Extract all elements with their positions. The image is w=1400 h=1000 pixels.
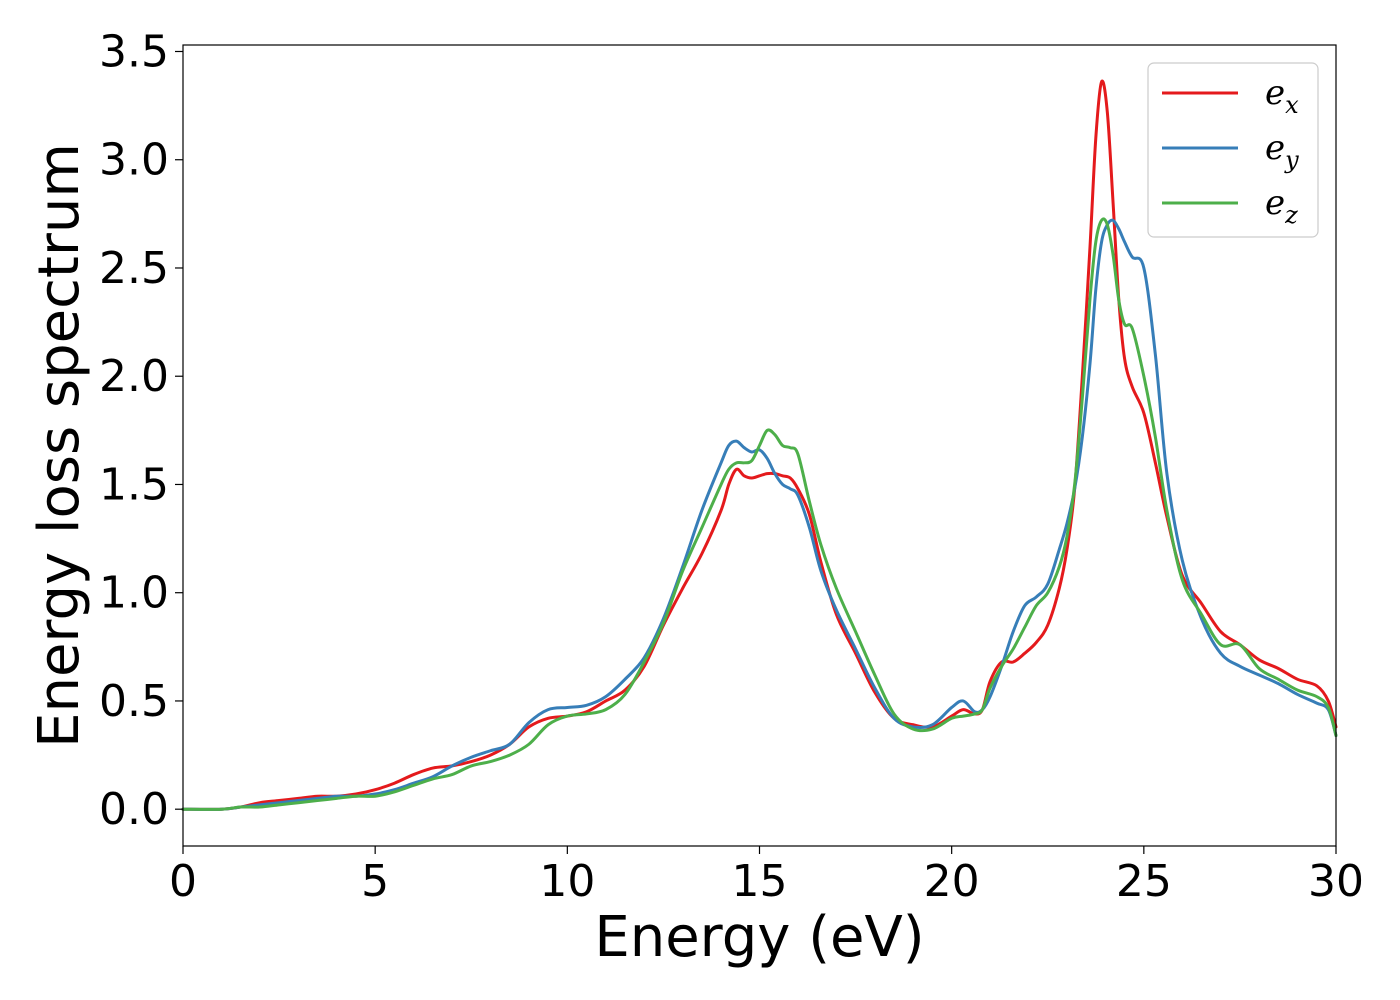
y-tick-label: 1.0	[99, 568, 169, 619]
series-layer	[181, 79, 1338, 811]
y-tick-label: 3.5	[99, 26, 169, 77]
x-tick-label: 25	[1116, 856, 1172, 907]
x-tick-label: 5	[361, 856, 389, 907]
y-tick-label: 3.0	[99, 135, 169, 186]
y-tick-label: 1.5	[99, 459, 169, 510]
x-axis: 0 5 10 15 20 25 30	[169, 846, 1364, 907]
y-tick-label: 2.5	[99, 243, 169, 294]
y-tick-label: 0.0	[99, 784, 169, 835]
y-axis-title: Energy loss spectrum	[27, 143, 92, 748]
y-tick-label: 2.0	[99, 351, 169, 402]
x-axis-title: Energy (eV)	[594, 905, 924, 970]
series-line-z	[181, 217, 1338, 811]
x-tick-label: 30	[1308, 856, 1364, 907]
series-line-x	[181, 79, 1338, 811]
series-line-y	[181, 218, 1338, 811]
y-tick-label: 0.5	[99, 676, 169, 727]
x-tick-label: 0	[169, 856, 197, 907]
x-tick-label: 10	[539, 856, 595, 907]
legend-box	[1147, 62, 1319, 238]
x-tick-label: 15	[732, 856, 788, 907]
x-tick-label: 20	[924, 856, 980, 907]
y-axis: 0.0 0.5 1.0 1.5 2.0 2.5 3.0 3.5	[99, 26, 183, 835]
